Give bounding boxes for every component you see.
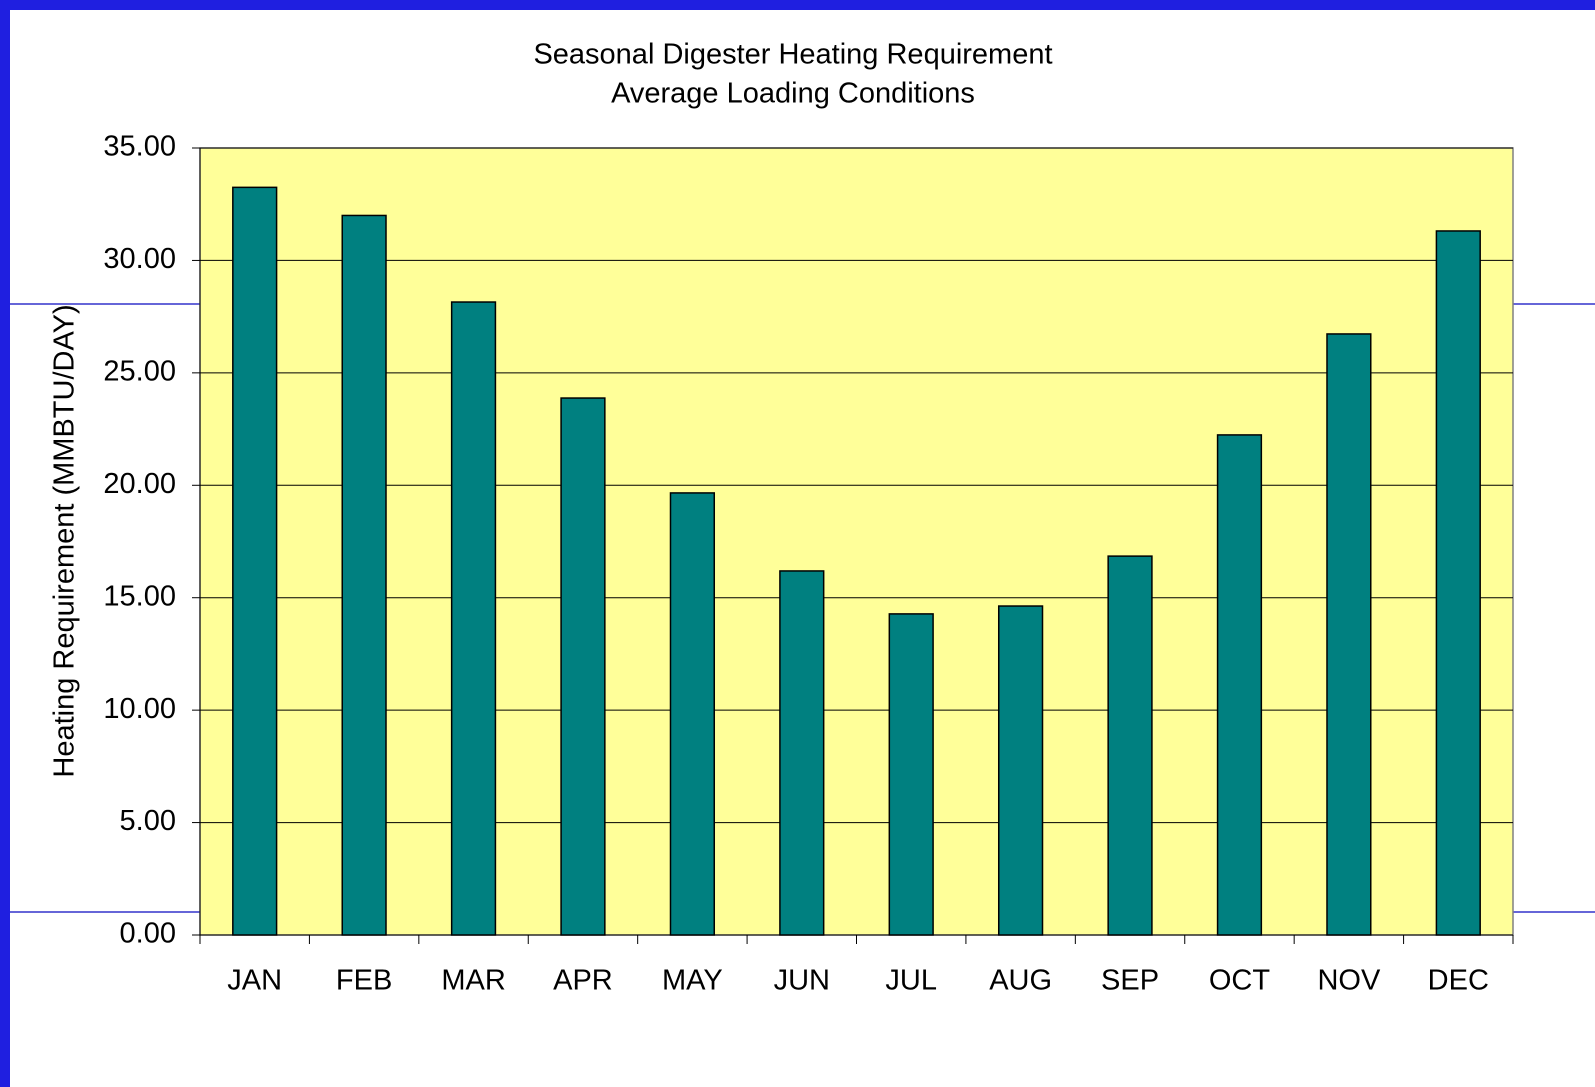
y-axis-label: Heating Requirement (MMBTU/DAY) [49, 304, 81, 777]
y-tick-label: 35.00 [103, 131, 176, 163]
bar [669, 492, 716, 936]
x-tick-label: MAY [662, 965, 723, 997]
plot-area [199, 147, 1514, 936]
bar [997, 605, 1044, 936]
x-tick-label: FEB [336, 965, 392, 997]
y-tick-label: 20.00 [103, 468, 176, 500]
x-tick-label: JAN [227, 965, 282, 997]
y-tick-label: 0.00 [120, 918, 176, 950]
plot: 0.00 5.00 10.00 15.00 20.00 25.00 30.00 35.00 JA… [103, 131, 1514, 997]
top-border [0, 0, 1595, 10]
bar [1107, 555, 1153, 936]
x-tick-label: OCT [1209, 965, 1271, 997]
y-tick-label: 30.00 [103, 243, 176, 275]
x-tick-label: DEC [1428, 965, 1489, 997]
chart-subtitle: Average Loading Conditions [611, 78, 975, 110]
bar [888, 613, 934, 936]
x-tick-label: JUN [774, 965, 830, 997]
y-tick-label: 10.00 [103, 693, 176, 725]
x-tick-label: APR [553, 965, 613, 997]
x-tick-label: AUG [989, 965, 1052, 997]
chart-title: Seasonal Digester Heating Requirement [533, 39, 1052, 71]
x-tick-label: NOV [1317, 965, 1381, 997]
y-tick-label: 5.00 [120, 805, 176, 837]
y-tick-label: 25.00 [103, 356, 176, 388]
y-tick-label: 15.00 [103, 580, 176, 612]
bar [1326, 333, 1372, 936]
bar [450, 301, 497, 936]
x-tick-label: MAR [441, 965, 505, 997]
x-tick-label: SEP [1101, 965, 1159, 997]
bar [341, 214, 387, 936]
left-border [0, 0, 10, 1087]
bar [560, 397, 606, 936]
bar [232, 186, 278, 936]
bar [1216, 434, 1263, 936]
bar [779, 570, 825, 936]
x-tick-label: JUL [885, 965, 937, 997]
bar [1435, 230, 1481, 936]
